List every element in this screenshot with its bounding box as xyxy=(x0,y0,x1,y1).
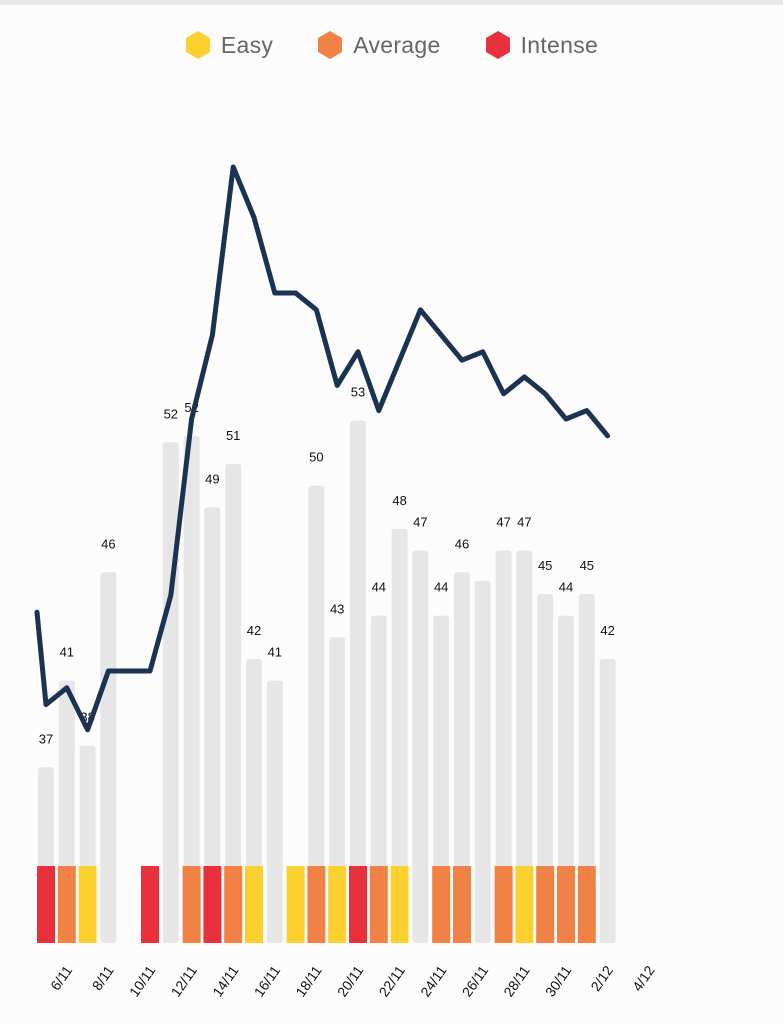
x-tick-8-11: 8/11 xyxy=(89,962,117,993)
intensity-band-24-11 xyxy=(432,866,451,943)
bar-29-11 xyxy=(537,593,554,943)
x-tick-12-11: 12/11 xyxy=(167,962,200,999)
chart-legend: Easy Average Intense xyxy=(0,30,783,60)
data-label-27-11: 47 xyxy=(496,515,510,530)
bar-28-11 xyxy=(516,550,533,943)
legend-label-average: Average xyxy=(353,31,441,58)
data-label-29-11: 45 xyxy=(538,558,552,573)
x-tick-18-11: 18/11 xyxy=(292,962,325,999)
data-label-28-11: 47 xyxy=(517,515,531,530)
x-tick-20-11: 20/11 xyxy=(334,962,367,999)
legend-item-average: Average xyxy=(317,30,440,60)
x-tick-28-11: 28/11 xyxy=(500,962,533,999)
intensity-band-6-11 xyxy=(57,866,76,943)
intensity-band-13-11 xyxy=(203,866,222,943)
intensity-band-19-11 xyxy=(328,866,347,943)
bar-14-11 xyxy=(225,463,242,943)
data-label-8-11: 46 xyxy=(101,536,115,551)
intensity-band-17-11 xyxy=(286,866,305,943)
top-divider xyxy=(0,0,783,5)
intensity-band-5-11 xyxy=(37,866,55,943)
bar-21-11 xyxy=(370,615,387,943)
bar-22-11 xyxy=(391,528,408,943)
bar-25-11 xyxy=(454,572,470,943)
x-tick-4-12: 4/12 xyxy=(629,962,658,994)
easy-hexagon-icon xyxy=(185,31,210,59)
intensity-band-28-11 xyxy=(515,866,534,943)
intensity-band-21-11 xyxy=(369,866,388,943)
x-tick-24-11: 24/11 xyxy=(417,962,450,999)
bar-13-11 xyxy=(204,507,221,943)
bar-30-11 xyxy=(558,615,574,943)
data-label-20-11: 53 xyxy=(351,385,365,400)
legend-hex-average xyxy=(318,31,343,59)
data-label-2-12: 42 xyxy=(600,623,614,638)
x-tick-16-11: 16/11 xyxy=(251,962,284,999)
data-label-23-11: 47 xyxy=(413,515,427,530)
average-hexagon-icon xyxy=(318,31,343,59)
data-label-25-11: 46 xyxy=(455,536,469,551)
bar-2-12 xyxy=(599,658,616,943)
legend-item-easy: Easy xyxy=(185,30,273,60)
data-label-1-12: 45 xyxy=(580,558,594,573)
intensity-band-29-11 xyxy=(536,866,555,943)
legend-hex-intense xyxy=(485,31,510,59)
data-label-19-11: 43 xyxy=(330,601,344,616)
intensity-band-20-11 xyxy=(349,866,367,943)
x-tick-2-12: 2/12 xyxy=(587,962,616,994)
intensity-band-14-11 xyxy=(224,866,243,943)
bar-18-11 xyxy=(308,485,325,943)
legend-item-intense: Intense xyxy=(485,30,599,60)
intensity-band-12-11 xyxy=(182,866,201,943)
intensity-band-22-11 xyxy=(390,866,409,943)
data-label-18-11: 50 xyxy=(309,450,323,465)
x-axis-ticks: 6/11 8/11 10/11 12/11 14/11 16/11 18/11 20/11 22… xyxy=(47,962,658,999)
intensity-band-10-11 xyxy=(141,866,159,943)
data-label-11-11: 52 xyxy=(164,406,178,421)
intensity-band-18-11 xyxy=(307,866,326,943)
legend-label-intense: Intense xyxy=(520,31,599,58)
legend-hex-easy xyxy=(185,31,210,59)
data-label-24-11: 44 xyxy=(434,580,448,595)
data-label-21-11: 44 xyxy=(372,580,386,595)
x-tick-22-11: 22/11 xyxy=(375,962,408,999)
data-label-5-11: 37 xyxy=(39,731,53,746)
data-label-14-11: 51 xyxy=(226,428,240,443)
legend-label-easy: Easy xyxy=(220,31,274,58)
intensity-band-1-12 xyxy=(577,866,596,943)
x-tick-30-11: 30/11 xyxy=(542,962,575,999)
bar-16-11 xyxy=(266,680,283,943)
intensity-band-7-11 xyxy=(78,866,97,943)
intensity-band-15-11 xyxy=(245,866,263,943)
data-label-13-11: 49 xyxy=(205,471,219,486)
x-tick-14-11: 14/11 xyxy=(209,962,242,999)
bar-8-11 xyxy=(100,572,117,943)
bar-20-11 xyxy=(350,420,366,944)
intensity-band-27-11 xyxy=(494,866,513,943)
intense-hexagon-icon xyxy=(485,31,510,59)
bar-26-11 xyxy=(474,580,491,943)
x-tick-6-11: 6/11 xyxy=(47,962,75,993)
bar-12-11 xyxy=(183,435,200,943)
bar-27-11 xyxy=(495,550,512,943)
data-label-6-11: 41 xyxy=(60,645,74,660)
data-label-30-11: 44 xyxy=(559,580,573,595)
x-tick-26-11: 26/11 xyxy=(459,962,492,999)
intensity-band-25-11 xyxy=(453,866,471,943)
bar-1-12 xyxy=(578,593,595,943)
bar-11-11 xyxy=(162,442,179,943)
bars-group xyxy=(38,420,616,944)
x-tick-10-11: 10/11 xyxy=(126,962,159,999)
data-label-16-11: 41 xyxy=(268,645,282,660)
data-label-15-11: 42 xyxy=(247,623,261,638)
intensity-bands-group xyxy=(37,866,596,943)
intensity-band-30-11 xyxy=(557,866,575,943)
trend-line xyxy=(34,164,611,733)
data-label-22-11: 48 xyxy=(392,493,406,508)
bar-23-11 xyxy=(412,550,429,943)
bar-24-11 xyxy=(433,615,450,943)
